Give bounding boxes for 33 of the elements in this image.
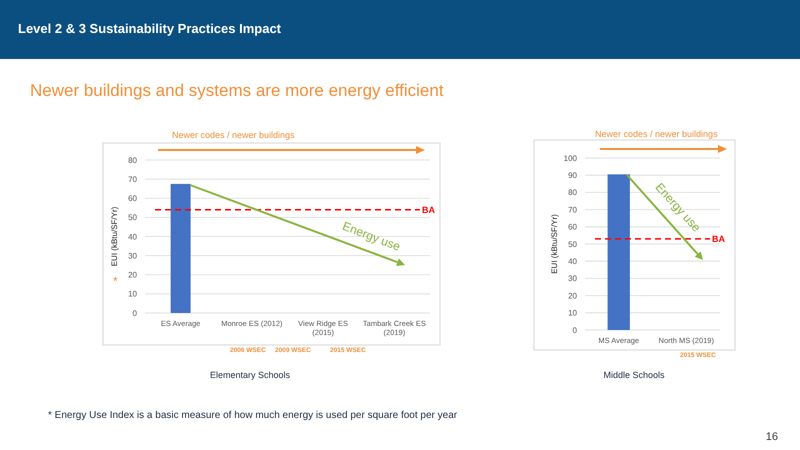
y-tick-label: 70 (128, 174, 138, 184)
text: Newer codes / newer buildings (595, 129, 718, 139)
y-tick-label: 30 (568, 274, 578, 284)
y-tick-label: 10 (568, 308, 578, 318)
y-tick-label: 30 (128, 251, 138, 260)
y-tick-label: 20 (128, 270, 138, 280)
y-tick-label: 20 (568, 291, 578, 300)
y-tick-label: 50 (128, 213, 138, 222)
text: Newer codes / newer buildings (172, 130, 296, 140)
y-tick-label: 100 (564, 154, 578, 163)
text: * (113, 274, 118, 288)
y-tick-label: 10 (128, 290, 138, 299)
y-tick-label: 60 (568, 222, 578, 232)
chart-title: Level 2 & 3 Sustainability Practices Impact (18, 21, 282, 36)
y-tick-label: 50 (568, 240, 578, 249)
y-axis-title: EUI (kBtu/SF/Yr) (550, 214, 559, 274)
text: 16 (766, 431, 778, 443)
y-tick-label: 0 (132, 308, 138, 318)
y-tick-label: 90 (568, 171, 578, 180)
y-tick-label: 40 (128, 232, 138, 242)
y-tick-label: 70 (568, 205, 578, 214)
y-tick-label: 80 (128, 156, 138, 165)
ref-line-label: BA (712, 234, 726, 244)
y-tick-label: 40 (568, 257, 578, 266)
text: * Energy Use Index is a basic measure of how much energy is used per square foot per year (48, 410, 458, 421)
y-tick-label: 60 (128, 194, 138, 204)
y-tick-label: 80 (568, 188, 578, 198)
ref-line-label: BA (422, 204, 436, 215)
x-axis-title: Middle Schools (603, 370, 666, 380)
x-axis-title: Elementary Schools (210, 370, 291, 380)
chart-subtitle: Newer buildings and systems are more energy efficient (30, 81, 444, 100)
y-axis-title: EUI (kBtu/SF/Yr) (110, 206, 119, 266)
y-tick-label: 0 (572, 326, 578, 335)
